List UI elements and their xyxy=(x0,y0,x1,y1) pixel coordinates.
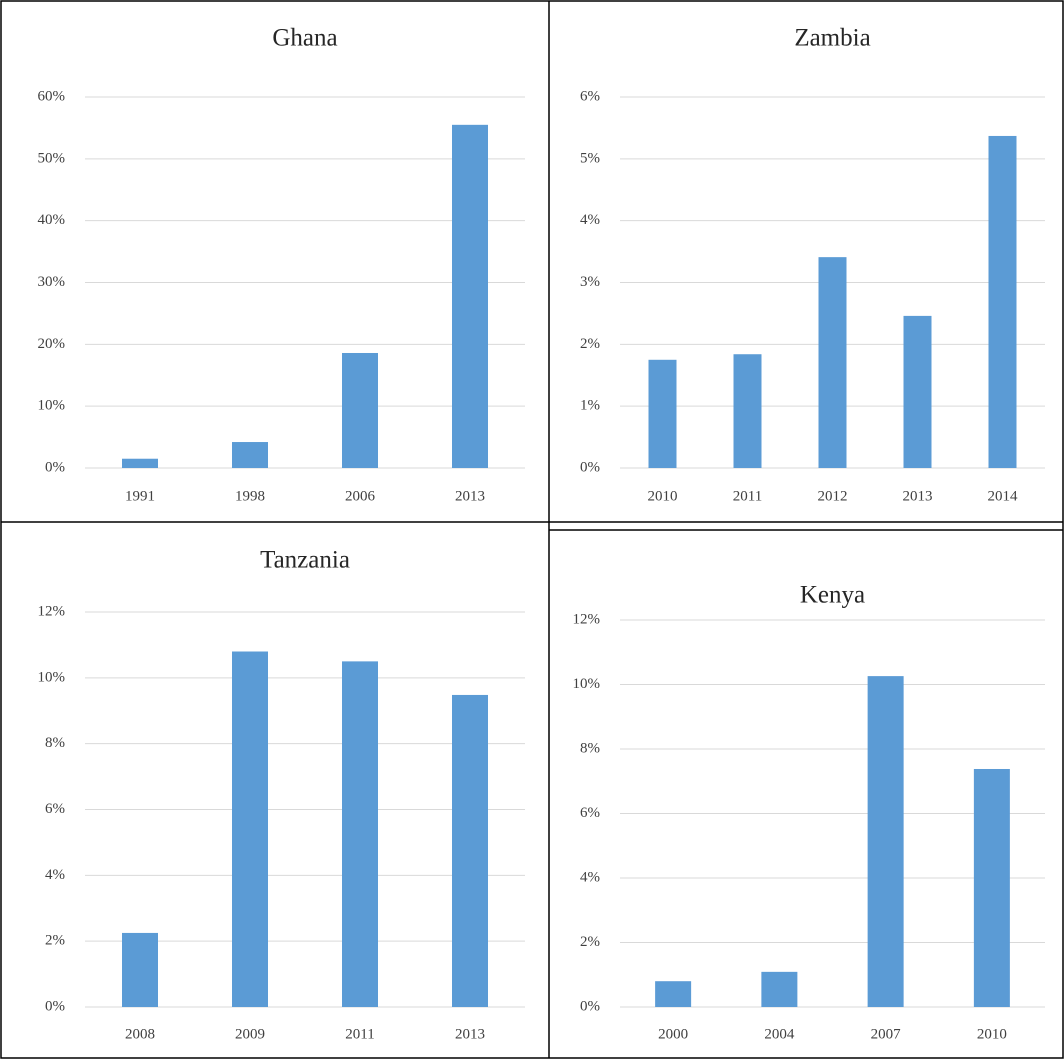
x-tick-label: 2013 xyxy=(455,1026,485,1042)
y-tick-label: 10% xyxy=(38,398,66,414)
y-tick-label: 2% xyxy=(580,934,600,950)
y-tick-label: 4% xyxy=(45,867,65,883)
chart-title: Kenya xyxy=(800,582,865,609)
bar xyxy=(342,661,378,1007)
bar xyxy=(761,971,798,1007)
bar xyxy=(122,458,158,468)
chart-title: Ghana xyxy=(272,25,337,52)
x-tick-label: 2011 xyxy=(733,488,762,504)
y-tick-label: 12% xyxy=(38,603,66,619)
y-tick-label: 4% xyxy=(580,212,600,228)
bar xyxy=(452,124,488,468)
bar xyxy=(232,651,268,1007)
y-tick-label: 0% xyxy=(45,998,65,1014)
bar xyxy=(648,359,677,468)
y-tick-label: 10% xyxy=(573,676,601,692)
bar xyxy=(818,257,847,468)
x-tick-label: 1998 xyxy=(235,488,265,504)
x-tick-label: 1991 xyxy=(125,488,155,504)
x-tick-label: 2010 xyxy=(648,488,678,504)
y-tick-label: 0% xyxy=(580,998,600,1014)
y-tick-label: 3% xyxy=(580,274,600,290)
y-tick-label: 2% xyxy=(45,933,65,949)
chart-title: Zambia xyxy=(794,25,870,52)
bar xyxy=(733,354,762,468)
y-tick-label: 10% xyxy=(38,669,66,685)
y-tick-label: 6% xyxy=(45,801,65,817)
x-tick-label: 2010 xyxy=(977,1026,1007,1042)
x-tick-label: 2012 xyxy=(818,488,848,504)
x-tick-label: 2004 xyxy=(764,1026,795,1042)
y-tick-label: 1% xyxy=(580,398,600,414)
y-tick-label: 4% xyxy=(580,869,600,885)
y-tick-label: 60% xyxy=(38,88,66,104)
y-tick-label: 30% xyxy=(38,274,66,290)
y-tick-label: 20% xyxy=(38,336,66,352)
bar xyxy=(988,135,1017,468)
y-tick-label: 5% xyxy=(580,150,600,166)
bar xyxy=(232,442,268,468)
y-tick-label: 0% xyxy=(580,459,600,475)
y-tick-label: 8% xyxy=(580,740,600,756)
bar xyxy=(903,315,932,468)
y-tick-label: 40% xyxy=(38,212,66,228)
x-tick-label: 2011 xyxy=(345,1026,374,1042)
bar xyxy=(122,932,158,1007)
y-tick-label: 6% xyxy=(580,805,600,821)
y-tick-label: 0% xyxy=(45,459,65,475)
bar xyxy=(973,768,1010,1007)
y-tick-label: 8% xyxy=(45,735,65,751)
bar xyxy=(655,981,692,1007)
x-tick-label: 2000 xyxy=(658,1026,688,1042)
y-tick-label: 6% xyxy=(580,88,600,104)
y-tick-label: 2% xyxy=(580,336,600,352)
x-tick-label: 2013 xyxy=(455,488,485,504)
y-tick-label: 12% xyxy=(573,611,601,627)
bar xyxy=(342,352,378,468)
x-tick-label: 2008 xyxy=(125,1026,155,1042)
x-tick-label: 2014 xyxy=(988,488,1019,504)
x-tick-label: 2013 xyxy=(903,488,933,504)
x-tick-label: 2006 xyxy=(345,488,376,504)
bar xyxy=(452,694,488,1007)
x-tick-label: 2009 xyxy=(235,1026,265,1042)
chart-title: Tanzania xyxy=(260,547,350,574)
x-tick-label: 2007 xyxy=(871,1026,902,1042)
bar xyxy=(867,676,904,1007)
y-tick-label: 50% xyxy=(38,150,66,166)
